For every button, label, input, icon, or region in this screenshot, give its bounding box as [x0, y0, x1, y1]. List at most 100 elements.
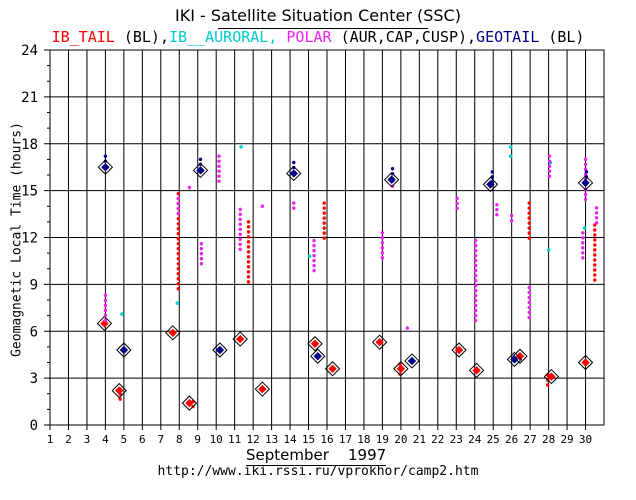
ib-tail-diamond-mark — [328, 364, 337, 373]
polar-track-dot — [312, 238, 316, 243]
y-axis-label: Geomagnetic Local Time (hours) — [9, 122, 25, 357]
ib-tail-track-dot — [246, 255, 251, 259]
polar-track-dot — [594, 211, 599, 215]
polar-track-dot — [312, 243, 316, 248]
ib-tail-track-dot — [176, 247, 181, 251]
x-tick-label: 15 — [302, 433, 315, 446]
geotail-track-dot — [490, 170, 494, 174]
polar-track-dot — [473, 273, 478, 278]
event-diamond — [212, 342, 228, 358]
geotail-diamond-mark — [510, 355, 519, 364]
ib-auroral-point — [120, 312, 124, 316]
legend-item-4: (AUR,CAP,CUSP), — [331, 28, 477, 46]
x-tick-label: 8 — [176, 433, 183, 446]
ib-tail-track-dot — [322, 211, 326, 215]
geotail-diamond-mark — [581, 178, 590, 188]
ib-tail-diamond-mark — [258, 384, 267, 394]
polar-track-dot — [547, 154, 552, 158]
event-diamond — [451, 342, 467, 358]
x-tick-label: 4 — [102, 433, 109, 446]
polar-track-dot — [473, 278, 478, 283]
legend-item-6: (BL) — [539, 28, 585, 46]
polar-track-dot — [547, 159, 552, 163]
ib-auroral-point — [239, 145, 243, 149]
polar-track-dot — [217, 174, 221, 178]
geotail-track-dot — [390, 167, 395, 171]
polar-track-dot — [581, 236, 585, 240]
ib-auroral-point — [508, 154, 513, 159]
event-diamond — [96, 315, 113, 332]
ib-tail-track-dot — [246, 280, 251, 284]
y-tick-label: 0 — [30, 418, 38, 434]
polar-track-dot — [473, 263, 478, 268]
ib-tail-track-dot — [527, 231, 531, 235]
event-diamond — [286, 165, 302, 182]
x-tick-label: 3 — [84, 433, 91, 446]
x-tick-label: 19 — [376, 433, 389, 446]
ib-tail-track-dot — [527, 236, 531, 240]
polar-track-dot — [217, 159, 221, 163]
ib-tail-track-dot — [246, 245, 251, 249]
y-tick-label: 3 — [30, 371, 38, 387]
x-tick-label: 20 — [394, 433, 407, 446]
polar-track-dot — [380, 256, 385, 260]
polar-track-dot — [260, 204, 265, 208]
event-diamond — [371, 334, 388, 350]
polar-track-dot — [217, 179, 221, 183]
y-tick-label: 21 — [21, 90, 38, 106]
polar-track-dot — [527, 285, 531, 290]
y-tick-label: 15 — [21, 184, 38, 200]
polar-track-dot — [238, 242, 242, 247]
polar-track-dot — [176, 206, 181, 211]
x-tick-label: 14 — [283, 433, 297, 446]
polar-track-dot — [312, 263, 316, 268]
ib-auroral-point — [582, 226, 587, 230]
polar-track-dot — [473, 318, 478, 323]
polar-track-dot — [547, 164, 552, 168]
polar-track-dot — [217, 169, 221, 173]
x-tick-label: 25 — [487, 433, 500, 446]
polar-track-dot — [473, 313, 478, 318]
legend-item-5: GEOTAIL — [476, 28, 540, 46]
polar-track-dot — [583, 162, 588, 167]
x-tick-label: 1 — [47, 433, 54, 446]
x-tick-label: 9 — [194, 433, 201, 446]
ib-tail-track-dot — [593, 278, 597, 282]
event-diamond — [482, 176, 499, 193]
polar-track-dot — [455, 196, 459, 201]
polar-track-dot — [199, 257, 204, 261]
polar-track-dot — [495, 212, 499, 217]
legend: IB_TAIL (BL),IB__AURORAL, POLAR (AUR,CAP… — [0, 28, 636, 46]
polar-track-dot — [103, 298, 108, 303]
ib-auroral-point — [175, 301, 180, 305]
legend-item-2: IB__AURORAL, — [168, 28, 278, 46]
ib-tail-track-dot — [176, 192, 181, 196]
polar-track-dot — [527, 305, 531, 310]
ib-tail-track-dot — [593, 248, 597, 252]
ib-tail-track-dot — [322, 231, 326, 235]
polar-track-dot — [527, 310, 531, 315]
y-tick-label: 12 — [21, 231, 38, 247]
ib-tail-track-dot — [176, 222, 181, 226]
polar-track-dot — [103, 308, 108, 313]
ib-tail-track-dot — [176, 257, 181, 261]
x-tick-label: 7 — [157, 433, 164, 446]
polar-track-dot — [292, 206, 296, 210]
polar-track-dot — [380, 236, 385, 240]
polar-track-dot — [380, 241, 385, 245]
ib-tail-diamond-mark — [375, 337, 384, 347]
polar-track-dot — [380, 246, 385, 250]
polar-track-dot — [473, 308, 478, 313]
y-tick-label: 24 — [21, 43, 38, 59]
event-diamond — [116, 342, 132, 358]
polar-track-dot — [583, 197, 588, 202]
geotail-track-dot — [292, 160, 296, 165]
polar-track-dot — [238, 237, 242, 242]
legend-item-0: IB_TAIL — [51, 28, 115, 46]
polar-track-dot — [103, 303, 108, 308]
x-tick-label: 21 — [413, 433, 426, 446]
x-tick-label: 26 — [505, 433, 518, 446]
polar-track-dot — [473, 268, 478, 273]
polar-track-dot — [527, 295, 531, 300]
ib-tail-diamond-mark — [581, 358, 590, 367]
